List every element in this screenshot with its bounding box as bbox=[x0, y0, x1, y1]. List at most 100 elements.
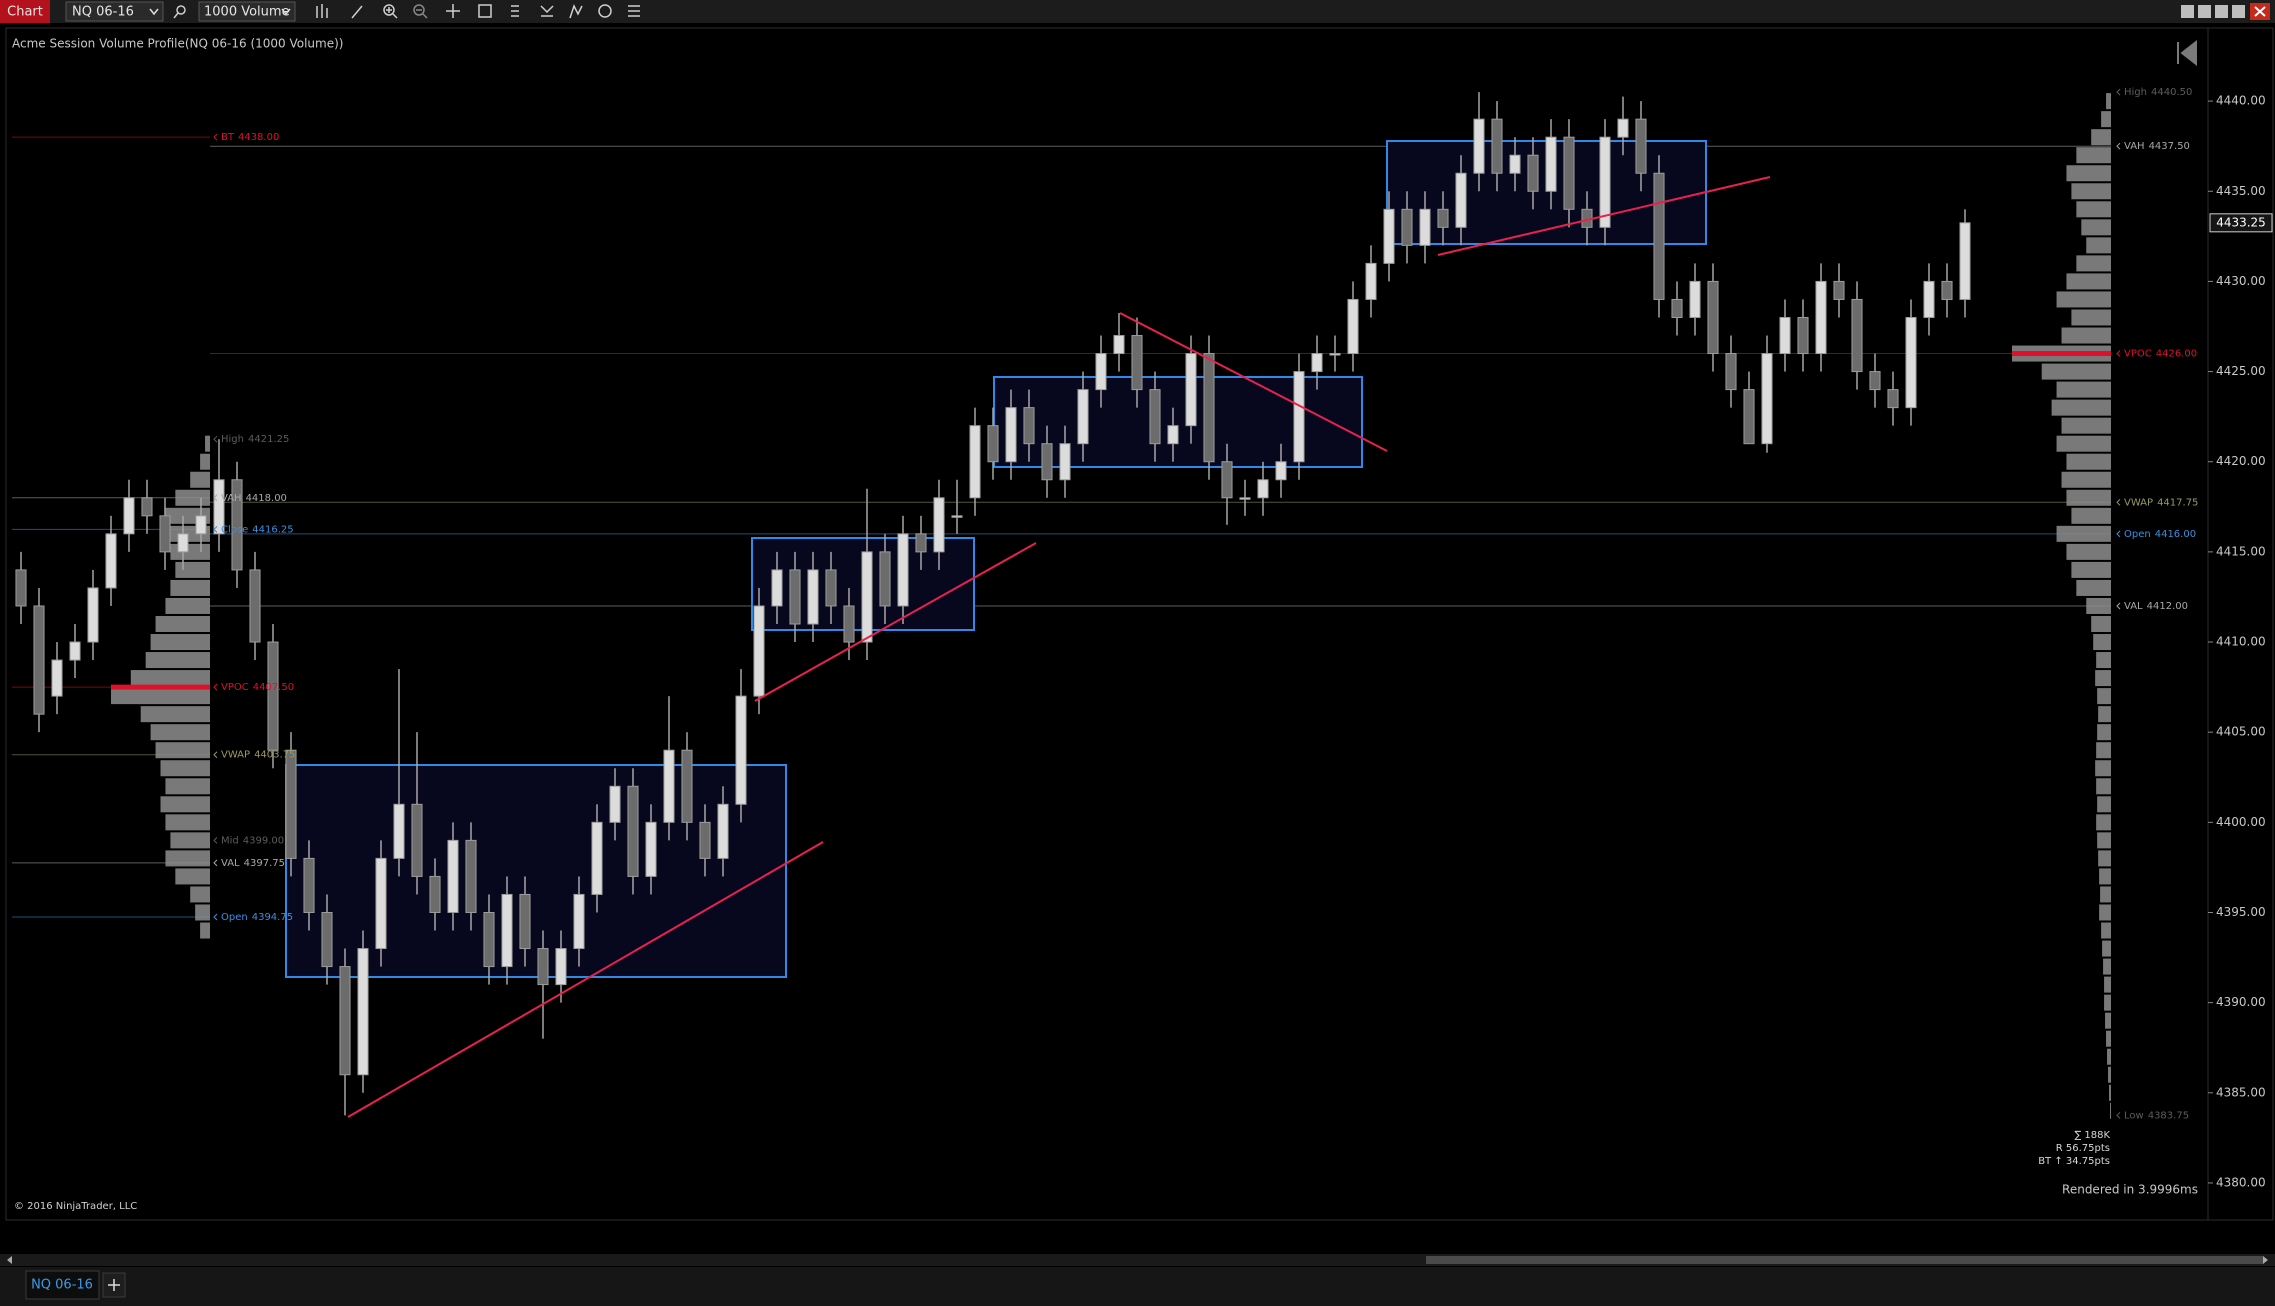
candle-body bbox=[339, 966, 351, 1076]
maximize-button[interactable] bbox=[2232, 5, 2245, 18]
toolbar-icons bbox=[316, 4, 640, 19]
zoom-in-icon[interactable] bbox=[383, 4, 395, 16]
instrument-select[interactable] bbox=[65, 1, 164, 22]
strategies-icon[interactable] bbox=[569, 4, 583, 19]
volume-profiles bbox=[111, 93, 2111, 1119]
candle-body bbox=[735, 695, 747, 805]
window-button[interactable] bbox=[2198, 5, 2211, 18]
search-icon-handle bbox=[173, 12, 179, 19]
chart-button[interactable] bbox=[0, 0, 50, 23]
rectangle-drawing[interactable] bbox=[285, 764, 787, 978]
zoom-out-icon[interactable] bbox=[413, 4, 425, 16]
properties-icon[interactable] bbox=[511, 5, 519, 17]
chart-title: Acme Session Volume Profile(NQ 06-16 (10… bbox=[12, 37, 343, 51]
templates-icon[interactable] bbox=[540, 5, 554, 17]
time-axis bbox=[6, 1222, 2273, 1252]
y-tick-label: 4425.00 bbox=[2216, 364, 2266, 378]
tab-label[interactable]: NQ 06-16 bbox=[31, 1278, 93, 1293]
crosshair-icon[interactable] bbox=[446, 4, 460, 18]
level-value: 4383.75 bbox=[2148, 1110, 2189, 1121]
draw-icon[interactable] bbox=[351, 5, 363, 19]
level-label: VWAP 4403.75 bbox=[221, 750, 295, 761]
profile-bar bbox=[2071, 183, 2111, 200]
toolbar bbox=[0, 0, 2275, 23]
level-marker bbox=[213, 859, 218, 867]
price-axis bbox=[2207, 27, 2274, 1221]
trend-line[interactable] bbox=[1119, 312, 1388, 452]
candle-body bbox=[159, 515, 171, 553]
bars-icon[interactable] bbox=[316, 4, 328, 18]
dropdown-arrow[interactable] bbox=[149, 8, 159, 16]
candle-body bbox=[951, 515, 963, 518]
candle-body bbox=[1095, 353, 1107, 391]
level-name: Low bbox=[2124, 1110, 2144, 1121]
profile-bar bbox=[2096, 778, 2111, 795]
level-label: VPOC 4407.50 bbox=[221, 682, 294, 693]
minimize-button[interactable] bbox=[2215, 5, 2228, 18]
profile-bar bbox=[2096, 652, 2111, 669]
y-tick-label: 4380.00 bbox=[2216, 1175, 2266, 1189]
candle-body bbox=[213, 479, 225, 535]
zoom-in-mark bbox=[386, 7, 398, 19]
profile-bar bbox=[2107, 1048, 2111, 1065]
level-marker bbox=[2116, 602, 2121, 610]
reload-icon[interactable] bbox=[598, 4, 612, 18]
candle-body bbox=[897, 533, 909, 607]
dropdown-arrow[interactable] bbox=[281, 8, 291, 16]
candle-body bbox=[411, 803, 423, 877]
bar-type-label[interactable]: 1000 Volume bbox=[204, 5, 290, 20]
candle-body bbox=[1329, 353, 1341, 356]
candle-body bbox=[1707, 280, 1719, 355]
window-button[interactable] bbox=[2181, 5, 2194, 18]
plot-area bbox=[5, 27, 2209, 1221]
candle-body bbox=[105, 533, 117, 589]
profile-bar bbox=[2102, 940, 2111, 957]
profile-bar bbox=[2103, 958, 2111, 975]
profile-bar bbox=[155, 742, 210, 759]
level-marker bbox=[2116, 142, 2121, 150]
scroll-right[interactable] bbox=[2263, 1256, 2268, 1264]
scrollbar-thumb[interactable] bbox=[1426, 1256, 2263, 1264]
snapshot-icon[interactable] bbox=[478, 4, 492, 18]
bar-type-select[interactable] bbox=[198, 1, 296, 22]
profile-bar bbox=[2093, 634, 2111, 651]
profile-bar bbox=[2106, 1030, 2111, 1047]
profile-bar bbox=[2104, 976, 2111, 993]
scroll-to-end-icon[interactable] bbox=[2177, 39, 2197, 67]
profile-bar bbox=[160, 796, 210, 813]
candle-body bbox=[1023, 407, 1035, 445]
candle-body bbox=[843, 605, 855, 643]
candle-body bbox=[501, 893, 513, 968]
level-marker bbox=[2116, 350, 2121, 357]
candle-body bbox=[699, 821, 711, 859]
menu-icon[interactable] bbox=[628, 5, 640, 17]
chart-button-label[interactable]: Chart bbox=[7, 5, 43, 20]
profile-bar bbox=[190, 471, 210, 488]
profile-bar bbox=[2066, 165, 2111, 182]
candle-body bbox=[1527, 154, 1539, 192]
profile-bar bbox=[2101, 111, 2111, 128]
tab[interactable] bbox=[25, 1270, 100, 1300]
profile-bar bbox=[2105, 1012, 2111, 1029]
profile-bar bbox=[2097, 832, 2111, 849]
candle-body bbox=[69, 641, 81, 661]
profile-bar bbox=[140, 706, 210, 723]
profile-bar bbox=[2097, 688, 2111, 705]
candle-body bbox=[933, 497, 945, 553]
level-value: 4416.25 bbox=[252, 524, 293, 535]
current-price-box bbox=[2209, 213, 2273, 233]
candle-body bbox=[1725, 353, 1737, 391]
trend-line[interactable] bbox=[754, 542, 1037, 702]
instrument-label[interactable]: NQ 06-16 bbox=[72, 5, 134, 20]
level-label: Mid 4399.00 bbox=[221, 835, 284, 846]
candle-body bbox=[1221, 461, 1233, 499]
search-icon[interactable] bbox=[176, 5, 186, 15]
trend-line[interactable] bbox=[347, 841, 824, 1118]
stat-label: ∑ 188K bbox=[2074, 1130, 2110, 1141]
candle-body bbox=[1545, 136, 1557, 192]
trend-line[interactable] bbox=[1437, 176, 1771, 256]
profile-bar bbox=[175, 868, 210, 885]
profile-bar bbox=[145, 652, 210, 669]
scroll-left[interactable] bbox=[7, 1256, 12, 1264]
y-tick-label: 4415.00 bbox=[2216, 544, 2266, 558]
